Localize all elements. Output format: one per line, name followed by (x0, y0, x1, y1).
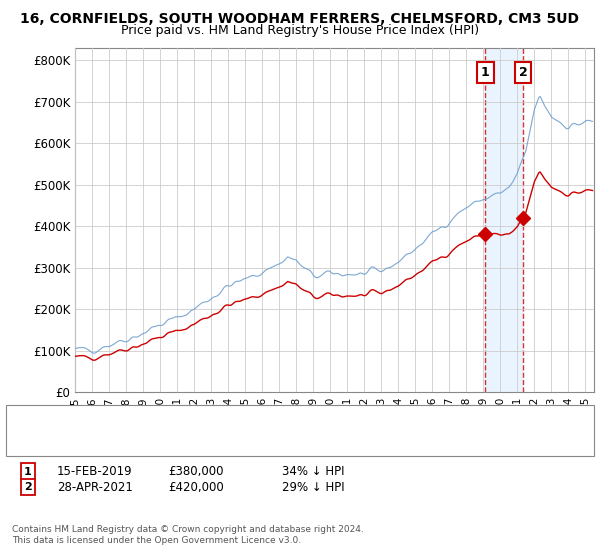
Text: 34% ↓ HPI: 34% ↓ HPI (282, 465, 344, 478)
Text: 28-APR-2021: 28-APR-2021 (57, 480, 133, 494)
Text: 2: 2 (24, 482, 32, 492)
Text: 1: 1 (481, 66, 490, 79)
Text: HPI: Average price, detached house, Chelmsford: HPI: Average price, detached house, Chel… (57, 441, 310, 451)
Text: £380,000: £380,000 (168, 465, 224, 478)
Text: ——: —— (24, 439, 55, 454)
Text: £420,000: £420,000 (168, 480, 224, 494)
Text: Price paid vs. HM Land Registry's House Price Index (HPI): Price paid vs. HM Land Registry's House … (121, 24, 479, 36)
Text: 29% ↓ HPI: 29% ↓ HPI (282, 480, 344, 494)
Text: 16, CORNFIELDS, SOUTH WOODHAM FERRERS, CHELMSFORD, CM3 5UD (detached house: 16, CORNFIELDS, SOUTH WOODHAM FERRERS, C… (57, 428, 523, 438)
Bar (485, 48, 523, 392)
Text: Contains HM Land Registry data © Crown copyright and database right 2024.
This d: Contains HM Land Registry data © Crown c… (12, 525, 364, 545)
Text: 15-FEB-2019: 15-FEB-2019 (57, 465, 133, 478)
Text: ——: —— (24, 426, 55, 441)
Text: 16, CORNFIELDS, SOUTH WOODHAM FERRERS, CHELMSFORD, CM3 5UD: 16, CORNFIELDS, SOUTH WOODHAM FERRERS, C… (20, 12, 580, 26)
Text: 1: 1 (24, 466, 32, 477)
Text: 2: 2 (518, 66, 527, 79)
